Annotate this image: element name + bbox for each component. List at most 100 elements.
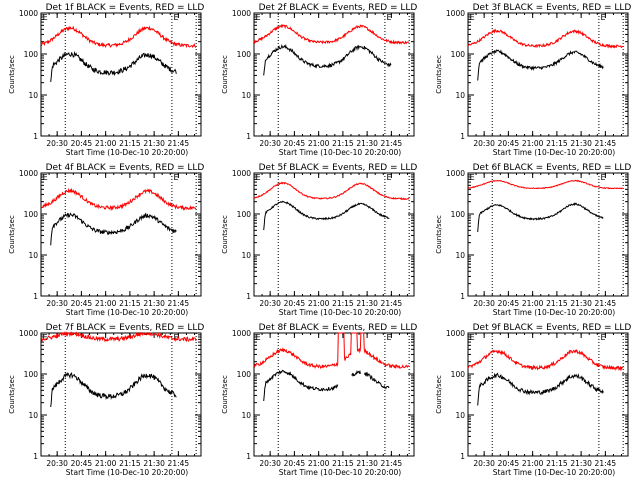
- x-tick-label: 21:00: [522, 299, 544, 308]
- x-tick-label: 21:45: [168, 299, 190, 308]
- y-tick-label: 1000: [232, 169, 251, 178]
- x-tick-label: 21:15: [119, 139, 141, 148]
- lld-series-line: [40, 331, 197, 343]
- y-tick-label: 1000: [232, 329, 251, 338]
- attenuator-marker: E: [43, 13, 48, 22]
- panel-1: Det 1f BLACK = Events, RED = LLD 1 10 100 10…: [8, 3, 204, 157]
- y-tick-label: 1: [246, 292, 251, 301]
- y-tick-label: 1: [460, 292, 465, 301]
- attenuator-marker: E: [174, 173, 179, 182]
- y-tick-label: 10: [455, 411, 465, 420]
- x-tick-label: 21:15: [332, 459, 354, 468]
- x-tick-label: 21:30: [356, 299, 378, 308]
- y-axis-label: Counts/sec: [8, 55, 16, 94]
- y-tick-label: 100: [24, 50, 39, 59]
- events-series-line: [50, 212, 177, 246]
- y-tick-label: 10: [28, 251, 38, 260]
- attenuator-marker: E: [174, 333, 179, 342]
- y-tick-label: 1: [460, 132, 465, 141]
- y-tick-label: 10: [28, 91, 38, 100]
- attenuator-marker: E: [387, 13, 392, 22]
- attenuator-marker: E: [601, 173, 606, 182]
- lld-series-line: [467, 28, 624, 49]
- y-axis-label: Counts/sec: [435, 215, 443, 254]
- plot-frame: [467, 332, 629, 457]
- lld-series-line: [253, 181, 410, 201]
- y-tick-label: 1000: [446, 169, 465, 178]
- y-tick-label: 1: [246, 132, 251, 141]
- events-series-line: [363, 371, 390, 390]
- x-tick-label: 21:30: [356, 139, 378, 148]
- x-tick-label: 21:15: [119, 299, 141, 308]
- lld-series-line: [40, 187, 197, 211]
- x-axis-label: Start Time (10-Dec-10 20:20:00): [66, 468, 188, 477]
- plot-frame: [253, 172, 415, 297]
- x-tick-label: 21:30: [143, 299, 165, 308]
- x-tick-label: 21:30: [570, 459, 592, 468]
- x-tick-label: 20:30: [46, 139, 68, 148]
- x-tick-label: 21:45: [168, 459, 190, 468]
- y-tick-label: 1000: [446, 329, 465, 338]
- panel-8: Det 8f BLACK = Events, RED = LLD 1 10 100 10…: [221, 323, 417, 477]
- attenuator-marker: E: [256, 173, 261, 182]
- x-tick-label: 20:45: [498, 299, 520, 308]
- x-tick-label: 21:30: [143, 139, 165, 148]
- plot-frame: [40, 172, 202, 297]
- y-tick-label: 1: [33, 292, 38, 301]
- x-axis-label: Start Time (10-Dec-10 20:20:00): [493, 308, 615, 317]
- y-tick-label: 100: [451, 370, 466, 379]
- x-tick-label: 20:45: [71, 299, 93, 308]
- x-axis-label: Start Time (10-Dec-10 20:20:00): [279, 148, 401, 157]
- attenuator-marker: E: [470, 13, 475, 22]
- x-tick-label: 21:00: [95, 299, 117, 308]
- x-tick-label: 21:15: [332, 139, 354, 148]
- events-series-line: [477, 49, 604, 81]
- y-tick-label: 100: [451, 50, 466, 59]
- x-tick-label: 21:00: [308, 299, 330, 308]
- panel-title: Det 9f BLACK = Events, RED = LLD: [473, 323, 632, 333]
- attenuator-marker: E: [387, 333, 392, 342]
- lld-series-line: [467, 349, 624, 372]
- y-axis-label: Counts/sec: [435, 375, 443, 414]
- panel-title: Det 6f BLACK = Events, RED = LLD: [473, 163, 632, 173]
- panel-title: Det 8f BLACK = Events, RED = LLD: [259, 323, 418, 333]
- plot-frame: [467, 12, 629, 137]
- y-tick-label: 1000: [232, 9, 251, 18]
- attenuator-marker: E: [174, 13, 179, 22]
- lld-series-line: [467, 179, 624, 190]
- events-series-line: [351, 369, 361, 377]
- y-axis-label: Counts/sec: [8, 375, 16, 414]
- x-tick-label: 21:15: [546, 299, 568, 308]
- y-tick-label: 10: [455, 251, 465, 260]
- panel-5: Det 5f BLACK = Events, RED = LLD 1 10 100 10…: [221, 163, 417, 317]
- y-tick-label: 1000: [19, 9, 38, 18]
- x-tick-label: 21:45: [595, 299, 617, 308]
- events-series-line: [263, 369, 339, 402]
- attenuator-marker: E: [470, 173, 475, 182]
- x-tick-label: 21:00: [95, 139, 117, 148]
- y-tick-label: 100: [24, 370, 39, 379]
- y-tick-label: 100: [237, 210, 252, 219]
- plot-frame: [40, 332, 202, 457]
- y-axis-label: Counts/sec: [221, 375, 229, 414]
- y-tick-label: 1000: [19, 329, 38, 338]
- y-tick-label: 100: [237, 370, 252, 379]
- y-tick-label: 10: [241, 91, 251, 100]
- y-tick-label: 1: [460, 452, 465, 461]
- x-tick-label: 21:45: [381, 139, 403, 148]
- x-tick-label: 21:45: [595, 459, 617, 468]
- x-tick-label: 20:45: [71, 139, 93, 148]
- panel-3: Det 3f BLACK = Events, RED = LLD 1 10 100 10…: [435, 3, 631, 157]
- x-tick-label: 20:30: [473, 459, 495, 468]
- x-tick-label: 21:30: [570, 139, 592, 148]
- x-tick-label: 21:30: [143, 459, 165, 468]
- x-tick-label: 20:45: [284, 299, 306, 308]
- y-axis-label: Counts/sec: [221, 55, 229, 94]
- attenuator-marker: E: [387, 173, 392, 182]
- panel-2: Det 2f BLACK = Events, RED = LLD 1 10 100 10…: [221, 3, 417, 157]
- y-axis-label: Counts/sec: [8, 215, 16, 254]
- x-tick-label: 20:30: [46, 459, 68, 468]
- attenuator-marker: E: [256, 13, 261, 22]
- x-tick-label: 21:15: [546, 459, 568, 468]
- y-tick-label: 100: [24, 210, 39, 219]
